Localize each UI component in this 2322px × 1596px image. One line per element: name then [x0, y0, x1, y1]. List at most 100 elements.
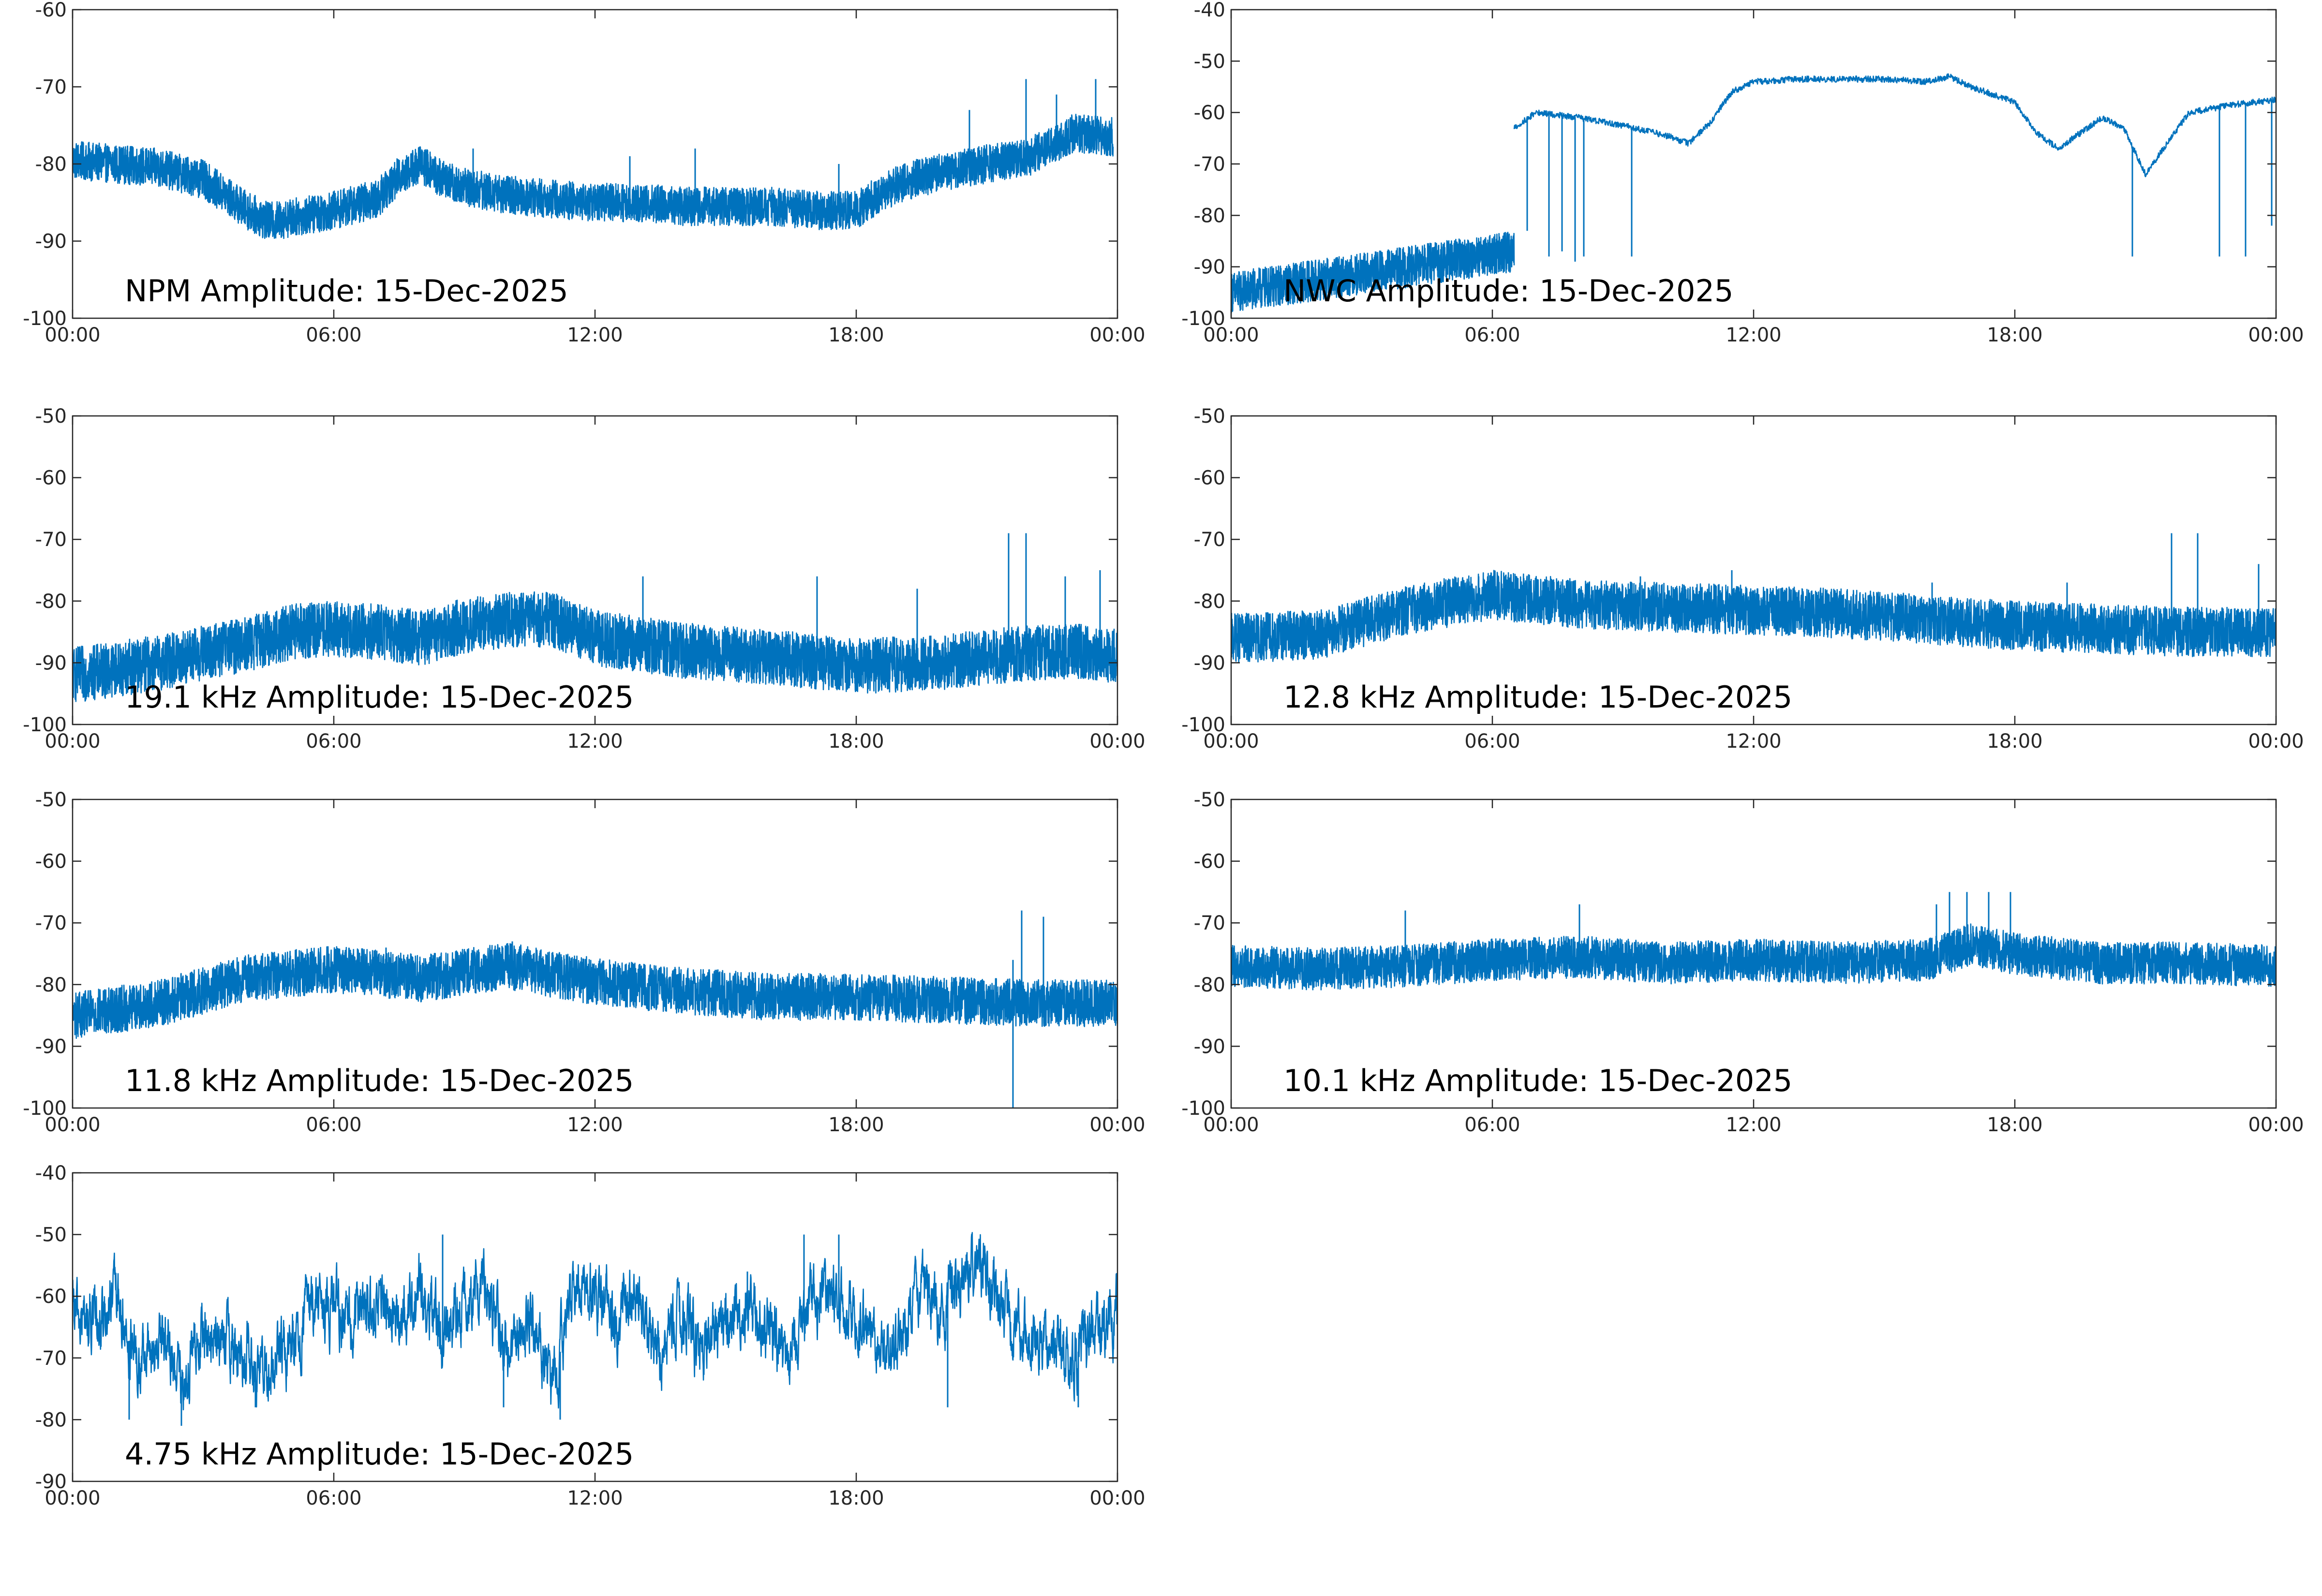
- x-tick-label: 06:00: [306, 1114, 361, 1136]
- panel-title: 4.75 kHz Amplitude: 15-Dec-2025: [125, 1436, 634, 1472]
- x-tick-label: 00:00: [45, 324, 100, 346]
- y-tick-label: -100: [23, 308, 67, 330]
- panel-title: 10.1 kHz Amplitude: 15-Dec-2025: [1283, 1063, 1792, 1098]
- x-tick-label: 18:00: [1987, 1114, 2042, 1136]
- y-tick-label: -90: [35, 1035, 67, 1058]
- series-nwc-early-band: [1231, 232, 1515, 314]
- panel-title: 11.8 kHz Amplitude: 15-Dec-2025: [125, 1063, 634, 1098]
- y-tick-label: -40: [1194, 0, 1225, 21]
- series-k11_8: [73, 943, 1117, 1039]
- y-tick-label: -50: [1194, 50, 1225, 73]
- series-k10_1: [1231, 923, 2276, 990]
- series-k4_75: [73, 1232, 1117, 1411]
- plot-area: [73, 79, 1114, 239]
- x-tick-label: 00:00: [45, 1114, 100, 1136]
- x-tick-label: 00:00: [1203, 324, 1259, 346]
- x-tick-label: 12:00: [567, 1114, 623, 1136]
- x-tick-label: 12:00: [1726, 1114, 1781, 1136]
- x-tick-label: 00:00: [1089, 1487, 1145, 1509]
- y-tick-label: -80: [35, 591, 67, 613]
- y-tick-label: -60: [35, 1286, 67, 1308]
- plot-area: [73, 910, 1117, 1108]
- y-tick-label: -80: [35, 974, 67, 996]
- y-tick-label: -100: [1181, 1097, 1225, 1120]
- plot-area: [1231, 533, 2276, 663]
- x-tick-label: 00:00: [45, 730, 100, 753]
- y-tick-label: -50: [1194, 405, 1225, 428]
- y-tick-label: -50: [35, 405, 67, 428]
- y-tick-label: -80: [35, 153, 67, 176]
- x-tick-label: 18:00: [828, 1487, 884, 1509]
- y-tick-label: -90: [1194, 256, 1225, 279]
- x-tick-label: 06:00: [306, 730, 361, 753]
- x-tick-label: 06:00: [1464, 730, 1520, 753]
- y-tick-label: -100: [23, 714, 67, 736]
- y-tick-label: -70: [35, 1347, 67, 1370]
- x-tick-label: 12:00: [567, 1487, 623, 1509]
- y-tick-label: -80: [1194, 591, 1225, 613]
- y-tick-label: -100: [1181, 308, 1225, 330]
- x-tick-label: 18:00: [828, 1114, 884, 1136]
- x-tick-label: 00:00: [2248, 1114, 2304, 1136]
- x-tick-label: 00:00: [1089, 730, 1145, 753]
- series-nwc: [1513, 73, 2276, 177]
- x-tick-label: 06:00: [306, 324, 361, 346]
- panel-title: NWC Amplitude: 15-Dec-2025: [1283, 273, 1733, 309]
- y-tick-label: -100: [23, 1097, 67, 1120]
- x-tick-label: 12:00: [1726, 324, 1781, 346]
- y-tick-label: -50: [35, 789, 67, 811]
- plot-area: [73, 533, 1117, 702]
- y-tick-label: -60: [1194, 102, 1225, 124]
- y-tick-label: -60: [1194, 851, 1225, 873]
- y-tick-label: -90: [1194, 1035, 1225, 1058]
- y-tick-label: -70: [35, 529, 67, 551]
- x-tick-label: 06:00: [1464, 324, 1520, 346]
- x-tick-label: 06:00: [1464, 1114, 1520, 1136]
- x-tick-label: 00:00: [45, 1487, 100, 1509]
- x-tick-label: 00:00: [2248, 324, 2304, 346]
- y-tick-label: -70: [1194, 153, 1225, 176]
- y-tick-label: -80: [1194, 974, 1225, 996]
- y-tick-label: -40: [35, 1162, 67, 1184]
- panel-title: NPM Amplitude: 15-Dec-2025: [125, 273, 568, 309]
- x-tick-label: 06:00: [306, 1487, 361, 1509]
- y-tick-label: -90: [35, 652, 67, 674]
- panel-title: 19.1 kHz Amplitude: 15-Dec-2025: [125, 680, 634, 715]
- y-tick-label: -50: [35, 1224, 67, 1246]
- x-tick-label: 00:00: [1089, 324, 1145, 346]
- y-tick-label: -70: [35, 912, 67, 934]
- plot-area: [73, 1232, 1117, 1426]
- x-tick-label: 12:00: [567, 730, 623, 753]
- y-tick-label: -90: [35, 231, 67, 253]
- y-tick-label: -60: [1194, 467, 1225, 489]
- series-k12_8: [1231, 570, 2276, 663]
- y-tick-label: -50: [1194, 789, 1225, 811]
- x-tick-label: 18:00: [1987, 730, 2042, 753]
- y-tick-label: -60: [35, 0, 67, 21]
- plot-area: [1231, 73, 2276, 314]
- y-tick-label: -80: [35, 1409, 67, 1431]
- x-tick-label: 18:00: [828, 324, 884, 346]
- y-tick-label: -100: [1181, 714, 1225, 736]
- series-k19: [73, 591, 1117, 702]
- series-npm: [73, 114, 1114, 239]
- panel-title: 12.8 kHz Amplitude: 15-Dec-2025: [1283, 680, 1792, 715]
- x-tick-label: 00:00: [1203, 730, 1259, 753]
- y-tick-label: -70: [1194, 529, 1225, 551]
- y-tick-label: -90: [1194, 652, 1225, 674]
- x-tick-label: 00:00: [2248, 730, 2304, 753]
- x-tick-label: 12:00: [1726, 730, 1781, 753]
- y-tick-label: -60: [35, 467, 67, 489]
- x-tick-label: 00:00: [1089, 1114, 1145, 1136]
- y-tick-label: -70: [35, 76, 67, 99]
- x-tick-label: 12:00: [567, 324, 623, 346]
- y-tick-label: -60: [35, 851, 67, 873]
- y-tick-label: -80: [1194, 205, 1225, 227]
